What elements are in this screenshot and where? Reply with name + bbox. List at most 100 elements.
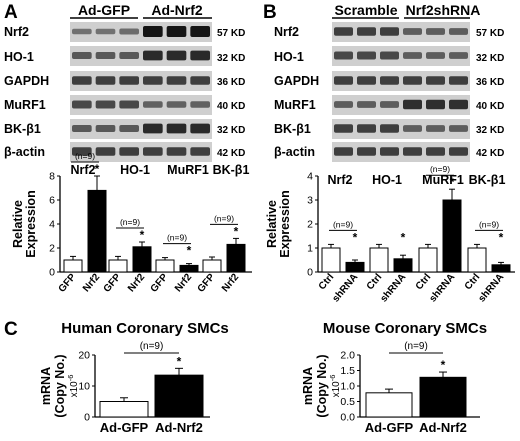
bar-label: shRNA: [330, 272, 360, 305]
bar-treated: [87, 189, 107, 273]
n-label: (n=9): [333, 219, 353, 229]
group-label-ad-gfp: Ad-GFP: [78, 2, 130, 18]
blot-band: [119, 147, 139, 156]
blot-band: [449, 76, 468, 85]
y-axis-label: (Copy No.): [315, 354, 329, 417]
bar-control: [99, 401, 149, 418]
n-label: (n=9): [404, 341, 428, 352]
blot-label: β-actin: [274, 145, 315, 159]
category-label: HO-1: [372, 173, 402, 187]
blot-band: [334, 101, 353, 108]
blot-band: [190, 123, 210, 134]
blot-band: [190, 101, 210, 108]
blot-band: [72, 28, 92, 35]
blot-strip: [332, 22, 470, 42]
bar-label: GFP: [57, 272, 79, 295]
y-axis-label: Relative: [11, 200, 25, 248]
bar-control: [418, 247, 438, 273]
blot-labels-a: Nrf2 HO-1 GAPDH MuRF1 BK-β1 β-actin: [4, 25, 49, 159]
blot-band: [95, 124, 116, 133]
category-label: Ad-GFP: [100, 420, 149, 435]
blot-size: 32 KD: [476, 125, 504, 136]
blot-band: [334, 51, 353, 60]
blot-band: [449, 125, 468, 132]
blot-band: [449, 28, 468, 35]
blot-band: [119, 100, 139, 109]
blot-band: [403, 76, 422, 85]
category-label: Ad-Nrf2: [155, 420, 203, 435]
blot-band: [166, 147, 187, 156]
blot-band: [449, 99, 468, 110]
blot-size: 36 KD: [476, 77, 504, 88]
bar-label: Ctrl: [317, 272, 337, 292]
y-axis-label: Relative: [265, 200, 279, 248]
bar-treated: [419, 376, 467, 418]
y-tick-label: 2: [49, 243, 55, 255]
y-tick-label: 4: [49, 219, 55, 231]
blot-band: [403, 28, 422, 35]
chart-title-human: Human Coronary SMCs: [61, 320, 229, 337]
significance-star: *: [353, 230, 358, 244]
blot-band: [190, 76, 210, 85]
y-tick-label: 0: [84, 412, 90, 424]
blot-strip: [332, 142, 470, 162]
blot-band: [334, 76, 353, 85]
group-label-scramble: Scramble: [334, 2, 397, 18]
bar-treated: [491, 264, 511, 273]
blot-sizes-b: 57 KD 32 KD 36 KD 40 KD 32 KD 42 KD: [476, 28, 504, 159]
significance-star: *: [401, 230, 406, 244]
y-tick-label: 0.0: [340, 412, 355, 424]
blot-band: [166, 26, 187, 37]
significance-star: *: [177, 354, 182, 368]
significance-star: *: [95, 162, 100, 176]
bar-label: Ctrl: [463, 272, 483, 292]
blot-band: [426, 99, 445, 110]
bar-treated: [442, 199, 462, 273]
bar-label: GFP: [196, 272, 218, 295]
bar-treated: [154, 374, 204, 418]
blot-band: [72, 51, 92, 60]
blot-band: [357, 101, 376, 108]
blot-band: [143, 147, 163, 156]
blot-band: [190, 147, 210, 156]
bar-treated: [179, 264, 199, 273]
blot-band: [166, 50, 187, 61]
blot-size: 57 KD: [217, 28, 245, 39]
blot-band: [357, 27, 376, 36]
blot-label: BK-β1: [4, 122, 41, 136]
y-tick-label: 0: [49, 267, 55, 279]
blot-band: [166, 76, 187, 85]
bar-treated: [132, 246, 152, 273]
blot-band: [72, 147, 92, 156]
bar-control: [369, 247, 389, 273]
blot-band: [449, 147, 468, 156]
blot-strip: [70, 95, 212, 115]
panel-letter-c: C: [4, 319, 18, 340]
blot-label: BK-β1: [274, 122, 311, 136]
y-axis-label: Expression: [278, 190, 292, 257]
y-tick-label: 1: [307, 243, 313, 255]
blot-band: [119, 51, 139, 60]
group-label-ad-nrf2: Ad-Nrf2: [151, 2, 203, 18]
n-label: (n=9): [75, 151, 95, 161]
y-tick-label: 8: [49, 171, 55, 183]
blot-band: [426, 125, 445, 132]
blot-strip: [70, 71, 212, 91]
blot-band: [334, 27, 353, 36]
blot-label: HO-1: [274, 50, 304, 64]
y-tick-label: 4: [307, 171, 313, 183]
significance-star: *: [187, 244, 192, 258]
category-label: HO-1: [120, 163, 150, 177]
bar-label: Nrf2: [81, 272, 103, 295]
bar-treated: [345, 261, 365, 273]
bar-label: Nrf2: [173, 272, 195, 295]
y-tick-label: 1.5: [340, 365, 355, 377]
blot-band: [95, 100, 116, 109]
y-tick-label: 2.0: [340, 350, 355, 362]
y-tick-label: 0: [307, 267, 313, 279]
bar-control: [467, 247, 487, 273]
bar-chart-mouse: 0.0 0.5 1.0 1.5 2.0 mRNA (Copy No.) x10-6 Ad-GFP…: [301, 341, 480, 435]
y-axis-label: mRNA: [39, 367, 53, 405]
category-label: BK-β1: [213, 163, 250, 177]
blot-label: MuRF1: [4, 98, 46, 112]
